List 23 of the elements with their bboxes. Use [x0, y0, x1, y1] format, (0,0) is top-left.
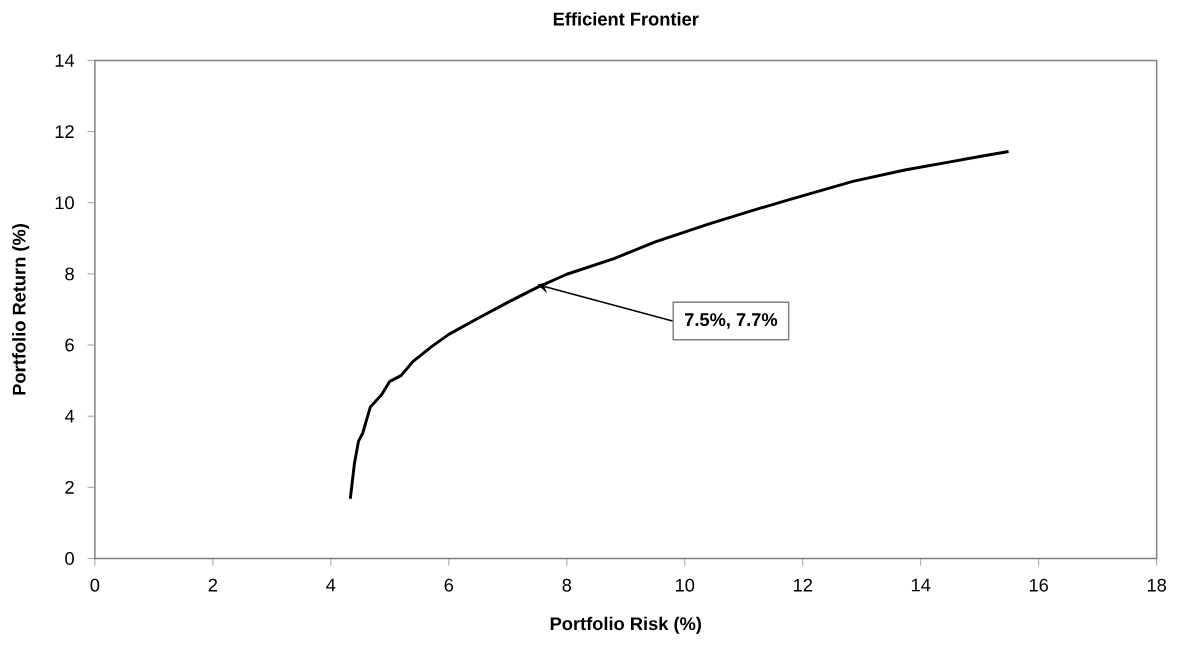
x-tick-label: 6 [444, 578, 454, 592]
y-tick-label: 0 [65, 552, 74, 565]
y-tick-label: 6 [65, 338, 74, 352]
y-tick-label: 14 [55, 54, 75, 67]
y-tick-label: 12 [55, 125, 74, 138]
x-tick-label: 0 [90, 578, 100, 592]
annotation: 7.5%, 7.7% [685, 313, 778, 329]
x-tick-label: 10 [675, 578, 695, 592]
x-tick-label: 14 [911, 578, 931, 592]
x-tick-label: 8 [562, 578, 572, 592]
x-tick-label: 18 [1147, 578, 1167, 592]
x-tick-label: 4 [326, 578, 336, 592]
y-tick-label: 4 [64, 409, 75, 423]
x-tick-label: 16 [1029, 578, 1049, 592]
x-tick-label: 12 [793, 578, 812, 592]
y-tick-label: 2 [65, 480, 74, 494]
y-axis-title: Portfolio Return (%) [12, 224, 30, 395]
y-tick-label: 10 [55, 196, 74, 210]
x-tick-label: 2 [208, 578, 217, 592]
chart-title: Efficient Frontier [553, 12, 699, 26]
x-axis-title: Portfolio Risk (%) [550, 616, 701, 634]
y-tick-label: 8 [65, 267, 74, 281]
line-series [348, 150, 1011, 501]
